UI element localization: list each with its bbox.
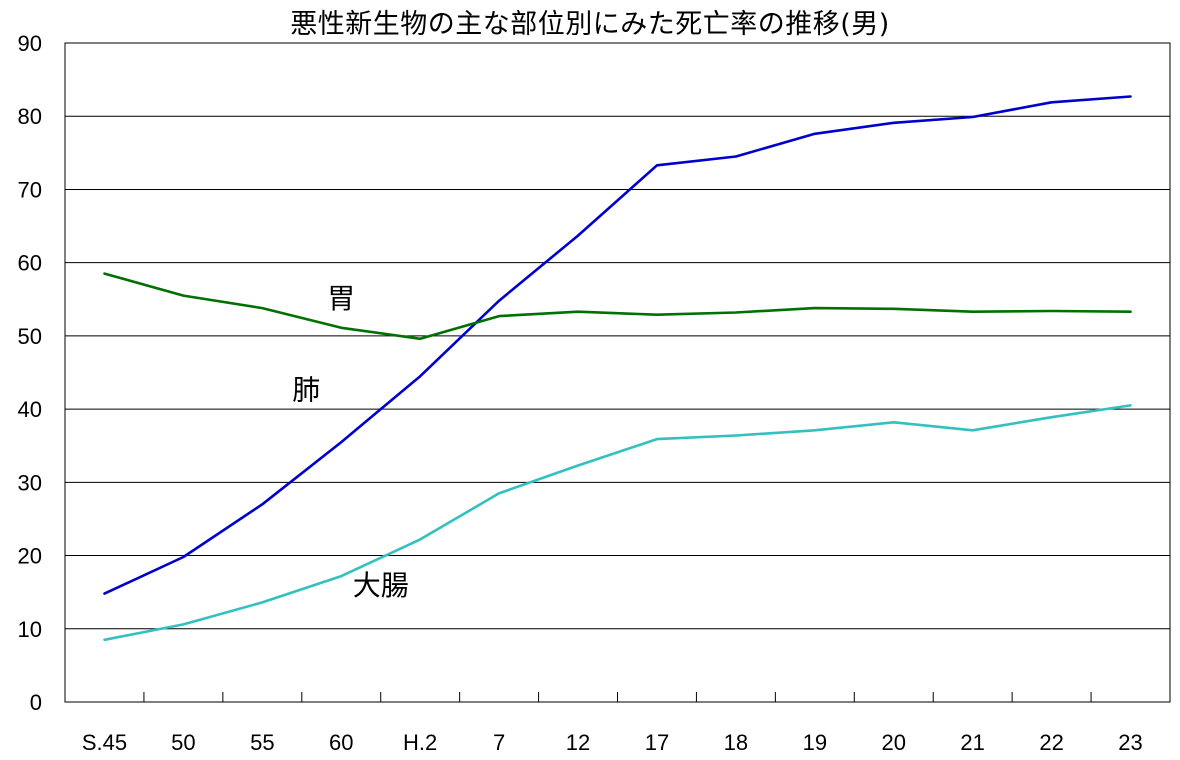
series-line-0 [103, 95, 1132, 595]
x-tick-label: 18 [724, 730, 748, 755]
x-tick-label: S.45 [82, 730, 127, 755]
x-tick-label: 12 [566, 730, 590, 755]
x-tick-label: 22 [1039, 730, 1063, 755]
y-tick-labels: 0 10 20 30 40 50 60 70 80 90 [18, 31, 42, 715]
y-tick-label: 70 [18, 177, 42, 202]
series-label: 大腸 [353, 570, 409, 601]
y-tick-label: 40 [18, 397, 42, 422]
x-tick-label: 55 [250, 730, 274, 755]
y-tick-label: 50 [18, 324, 42, 349]
y-tick-label: 0 [30, 690, 42, 715]
chart-title: 悪性新生物の主な部位別にみた死亡率の推移(男) [290, 9, 890, 40]
y-tick-label: 20 [18, 544, 42, 569]
axes [64, 42, 1171, 703]
gridlines [65, 42, 1170, 630]
x-tick-label: 60 [329, 730, 353, 755]
x-tick-label: H.2 [403, 730, 437, 755]
series-label: 肺 [292, 374, 320, 405]
series-labels: 肺 胃大腸 [292, 283, 408, 601]
y-tick-label: 90 [18, 31, 42, 56]
series-line-1 [103, 272, 1132, 341]
y-tick-label: 30 [18, 470, 42, 495]
x-tick-label: 50 [171, 730, 195, 755]
x-tick-label: 20 [882, 730, 906, 755]
x-tick-label: 19 [803, 730, 827, 755]
series-lines [103, 95, 1132, 642]
y-tick-label: 80 [18, 104, 42, 129]
y-tick-label: 60 [18, 251, 42, 276]
y-tick-label: 10 [18, 617, 42, 642]
x-tick-label: 21 [960, 730, 984, 755]
x-tick-label: 7 [493, 730, 505, 755]
series-line-2 [103, 404, 1132, 642]
series-label: 胃 [327, 283, 355, 314]
x-tick-label: 23 [1118, 730, 1142, 755]
x-tick-label: 17 [645, 730, 669, 755]
x-tick-labels: S.45 50 55 60 H.2 7 12 17 18 19 20 21 22 23 [82, 730, 1143, 755]
plot-frame [64, 42, 1171, 703]
